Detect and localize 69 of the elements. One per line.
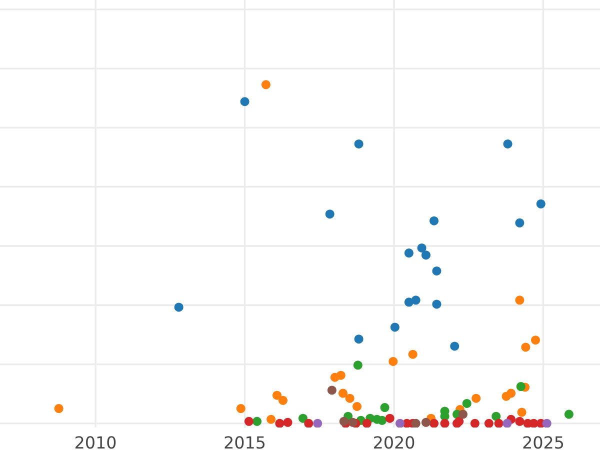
point (390, 322, 400, 332)
point (240, 97, 250, 106)
point (236, 404, 246, 414)
point (348, 418, 358, 427)
point (244, 416, 254, 426)
point (313, 418, 322, 428)
point (515, 296, 524, 305)
point (336, 370, 346, 380)
point (515, 416, 524, 426)
point (362, 418, 372, 428)
point (421, 250, 430, 260)
point (174, 302, 184, 312)
point (408, 350, 418, 359)
point (275, 418, 284, 428)
x-tick-label: 2025 (523, 436, 564, 449)
point (517, 408, 526, 417)
point (564, 410, 574, 419)
point (252, 416, 262, 426)
point (338, 388, 348, 398)
point (325, 210, 334, 219)
point (472, 394, 481, 403)
point (421, 418, 430, 427)
point (492, 412, 501, 421)
x-tick-label: 2015 (224, 436, 265, 449)
point (494, 418, 504, 428)
point (432, 266, 442, 276)
point (278, 396, 288, 405)
point (298, 414, 308, 423)
point (352, 402, 362, 411)
point (304, 418, 314, 428)
point (272, 390, 282, 400)
point (380, 403, 390, 412)
point (484, 418, 494, 428)
point (440, 418, 450, 428)
point (432, 300, 442, 309)
point (54, 404, 64, 414)
x-tick-label: 2010 (76, 436, 116, 449)
point (542, 418, 552, 428)
point (516, 382, 526, 392)
point (327, 386, 336, 395)
point (266, 414, 276, 424)
point (411, 418, 420, 428)
point (450, 342, 460, 351)
point (411, 296, 420, 305)
point (515, 218, 524, 228)
point (417, 243, 426, 252)
point (503, 139, 512, 148)
point (458, 410, 468, 419)
x-tick-label: 2020 (374, 436, 414, 449)
point (502, 418, 512, 428)
point (345, 394, 354, 403)
point (536, 199, 546, 208)
point (378, 416, 387, 425)
point (430, 418, 439, 428)
point (521, 342, 530, 352)
point (283, 418, 292, 427)
point (353, 360, 362, 370)
point (404, 248, 414, 258)
point (506, 388, 516, 398)
point (354, 139, 364, 148)
point (462, 398, 472, 408)
point (261, 80, 270, 90)
point (430, 216, 439, 226)
point (388, 356, 398, 366)
point (396, 418, 404, 428)
point (470, 418, 480, 428)
point (531, 336, 540, 345)
point (354, 334, 364, 344)
point (385, 414, 394, 423)
